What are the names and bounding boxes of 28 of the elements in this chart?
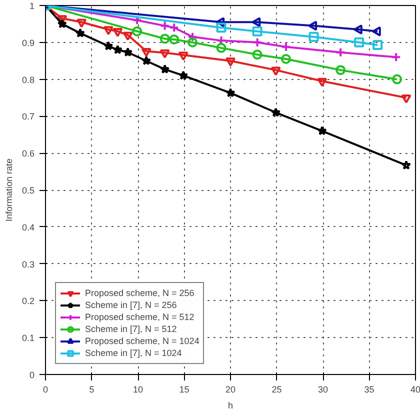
y-tick-label: 0.3 — [22, 259, 35, 270]
y-tick-label: 0.4 — [22, 222, 35, 232]
y-tick-label: 0.8 — [22, 74, 35, 85]
legend-label: Proposed scheme, N = 1024 — [85, 335, 200, 347]
legend-label: Scheme in [7], N = 1024 — [85, 347, 182, 359]
x-tick-label: 40 — [410, 384, 420, 394]
y-tick-label: 0.7 — [22, 112, 35, 122]
x-tick-label: 30 — [318, 384, 328, 394]
y-tick-label: 0 — [29, 370, 35, 380]
legend-label: Scheme in [7], N = 256 — [85, 299, 177, 311]
x-tick-label: 10 — [132, 384, 144, 394]
x-tick-label: 35 — [364, 384, 374, 394]
y-tick-label: 0.2 — [22, 296, 35, 306]
y-tick-label: 0.9 — [22, 38, 35, 48]
x-tick-label: 20 — [225, 384, 236, 394]
legend-label: Proposed scheme, N = 512 — [85, 311, 194, 323]
x-tick-label: 0 — [42, 384, 48, 394]
y-tick-label: 0.6 — [22, 148, 35, 159]
y-axis-title: Information rate — [4, 158, 14, 222]
legend-label: Scheme in [7], N = 512 — [85, 323, 177, 335]
x-tick-label: 25 — [272, 384, 282, 394]
y-tick-label: 0.5 — [22, 186, 35, 196]
x-tick-label: 5 — [89, 384, 94, 394]
x-tick-label: 15 — [179, 384, 190, 394]
y-tick-label: 1 — [29, 1, 35, 11]
x-axis-title: h — [228, 400, 234, 410]
y-tick-label: 0.1 — [22, 333, 35, 344]
legend-label: Proposed scheme, N = 256 — [85, 287, 194, 299]
